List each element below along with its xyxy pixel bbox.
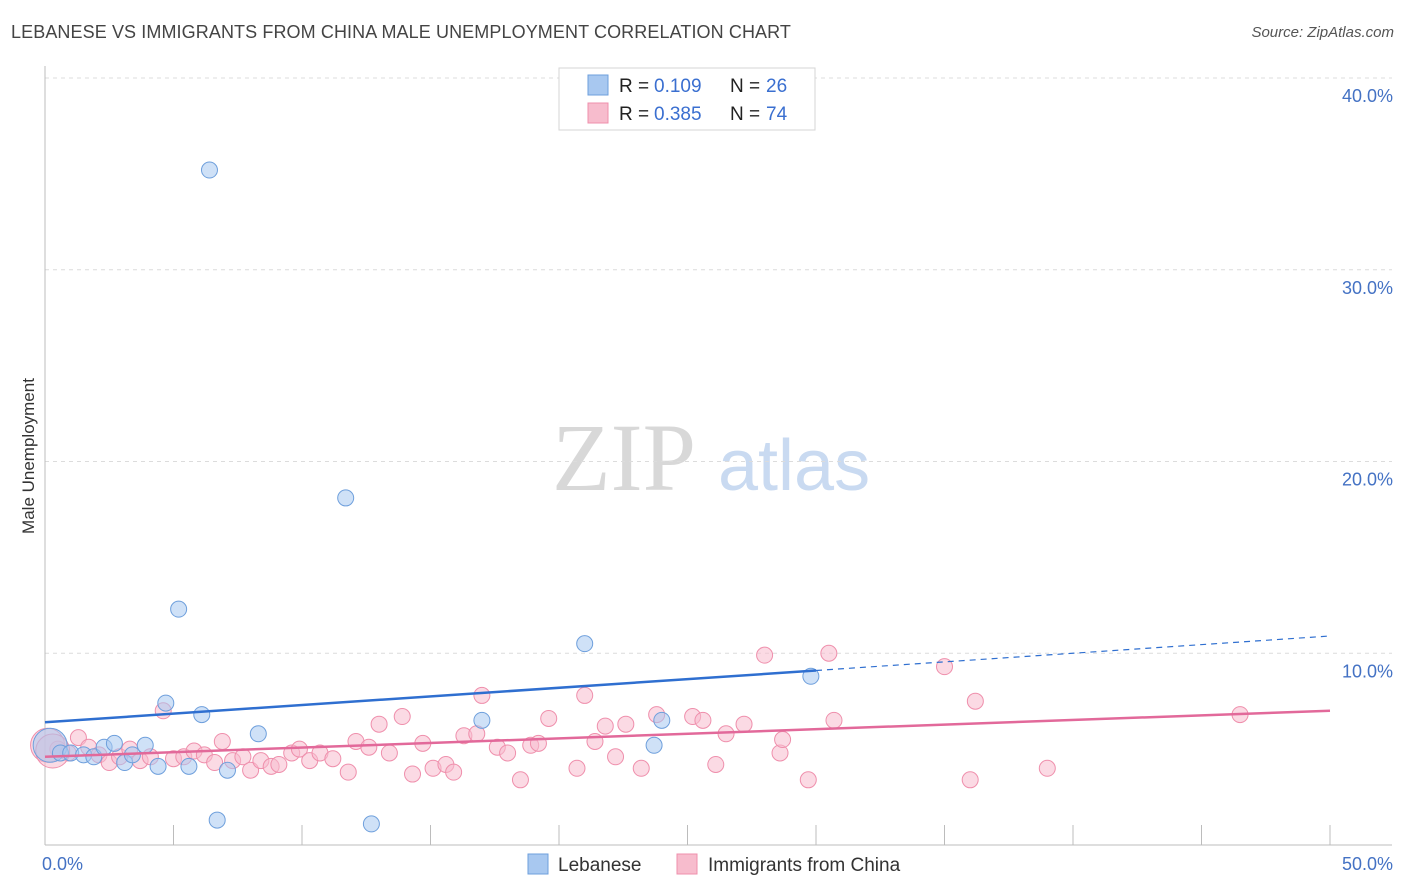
trend-line-lebanese-extension: [815, 635, 1331, 672]
y-tick-label-0: 10.0%: [1342, 661, 1393, 681]
point-china-31: [360, 738, 378, 756]
bottom-legend-label-lebanese: Lebanese: [558, 855, 641, 876]
x-tick-label-1: 50.0%: [1342, 854, 1393, 874]
legend-r-value-lebanese: 0.109: [654, 76, 702, 97]
point-lebanese-17: [218, 761, 236, 779]
legend-n-label-lebanese: N =: [730, 76, 760, 97]
legend-n-label-china: N =: [730, 104, 760, 125]
point-china-70: [966, 692, 984, 710]
point-china-28: [324, 750, 342, 768]
point-lebanese-13: [180, 757, 198, 775]
legend-r-label-lebanese: R =: [619, 76, 649, 97]
point-lebanese-11: [157, 694, 175, 712]
point-lebanese-19: [337, 489, 355, 507]
series-legend: Lebanese Immigrants from China: [527, 853, 901, 876]
trend-line-lebanese: [44, 669, 817, 724]
point-china-33: [380, 744, 398, 762]
point-china-71: [1038, 759, 1056, 777]
chart-title: LEBANESE VS IMMIGRANTS FROM CHINA MALE U…: [11, 22, 792, 42]
trend-line-china: [44, 709, 1331, 759]
point-china-50: [576, 686, 594, 704]
point-lebanese-10: [149, 757, 167, 775]
point-lebanese-15: [200, 161, 218, 179]
y-tick-labels: 10.0% 20.0% 30.0% 40.0%: [1342, 86, 1393, 681]
point-china-62: [756, 646, 774, 664]
point-lebanese-18: [249, 725, 267, 743]
legend-r-label-china: R =: [619, 104, 649, 125]
point-china-35: [404, 765, 422, 783]
point-china-52: [596, 717, 614, 735]
correlation-legend: R = 0.109 N = 26 R = 0.385 N = 74: [558, 67, 816, 131]
watermark-atlas: atlas: [718, 426, 870, 506]
point-china-17: [213, 732, 231, 750]
x-tick-labels: 0.0% 50.0%: [42, 854, 1393, 874]
point-lebanese-6: [105, 734, 123, 752]
point-china-69: [961, 771, 979, 789]
point-china-67: [825, 711, 843, 729]
point-china-32: [370, 715, 388, 733]
y-tick-label-3: 40.0%: [1342, 86, 1393, 106]
legend-swatch-china: [587, 102, 609, 124]
y-tick-label-2: 30.0%: [1342, 278, 1393, 298]
legend-n-value-lebanese: 26: [766, 76, 787, 97]
watermark: ZIP atlas: [552, 404, 870, 511]
y-axis-label: Male Unemployment: [19, 378, 38, 534]
point-china-59: [707, 755, 725, 773]
point-china-61: [735, 715, 753, 733]
gridlines: [45, 77, 1392, 654]
legend-swatch-lebanese: [587, 74, 609, 96]
point-china-42: [473, 686, 491, 704]
point-china-23: [270, 755, 288, 773]
axes: [44, 66, 1392, 846]
point-lebanese-23: [645, 736, 663, 754]
point-lebanese-9: [136, 736, 154, 754]
point-china-48: [540, 709, 558, 727]
bottom-legend-label-china: Immigrants from China: [708, 855, 901, 876]
chart-source: Source: ZipAtlas.com: [1251, 24, 1394, 41]
point-china-16: [206, 754, 224, 772]
point-china-65: [799, 771, 817, 789]
point-china-64: [774, 731, 792, 749]
point-china-55: [632, 759, 650, 777]
x-tick-label-0: 0.0%: [42, 854, 83, 874]
point-china-45: [511, 771, 529, 789]
point-china-53: [607, 748, 625, 766]
bottom-legend-swatch-china: [676, 853, 698, 875]
legend-r-value-china: 0.385: [654, 104, 702, 125]
point-lebanese-12: [170, 600, 188, 618]
point-china-39: [445, 763, 463, 781]
legend-n-value-china: 74: [766, 104, 788, 125]
point-lebanese-20: [362, 815, 380, 833]
point-china-66: [820, 644, 838, 662]
point-lebanese-16: [208, 811, 226, 829]
point-lebanese-14: [193, 706, 211, 724]
point-china-49: [568, 759, 586, 777]
point-china-29: [339, 763, 357, 781]
point-china-44: [499, 744, 517, 762]
watermark-zip: ZIP: [552, 404, 696, 511]
point-china-58: [694, 711, 712, 729]
point-china-34: [393, 708, 411, 726]
trend-lines: [44, 635, 1331, 759]
point-lebanese-22: [576, 635, 594, 653]
point-lebanese-24: [653, 711, 671, 729]
point-china-54: [617, 715, 635, 733]
y-tick-label-1: 20.0%: [1342, 470, 1393, 490]
point-lebanese-21: [473, 711, 491, 729]
bottom-legend-swatch-lebanese: [527, 853, 549, 875]
